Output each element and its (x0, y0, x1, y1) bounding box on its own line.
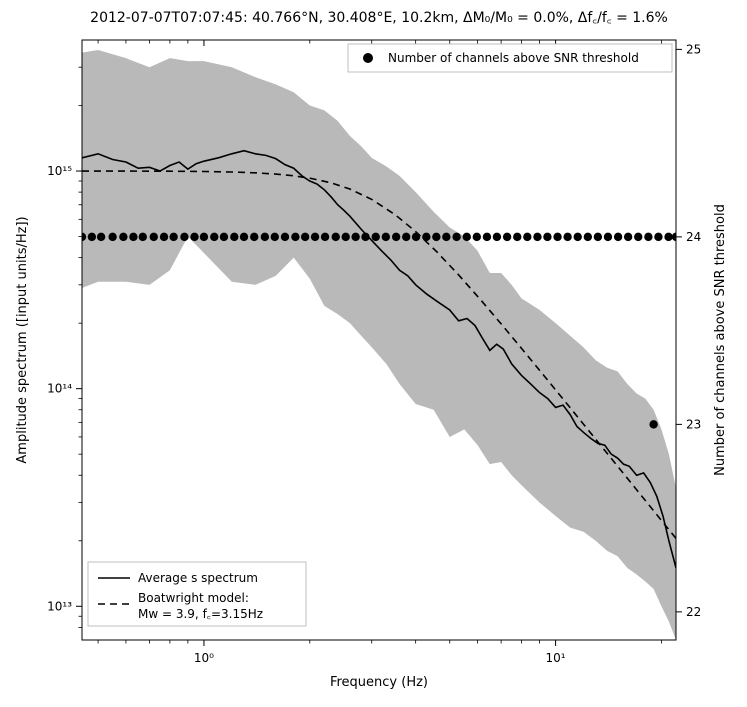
svg-text:10¹: 10¹ (546, 651, 566, 665)
svg-text:24: 24 (686, 230, 701, 244)
svg-text:10¹⁴: 10¹⁴ (47, 382, 72, 396)
svg-text:Boatwright model:: Boatwright model: (138, 591, 249, 605)
legend-top-label: Number of channels above SNR threshold (388, 51, 639, 65)
svg-text:10⁰: 10⁰ (194, 651, 214, 665)
confidence-band (82, 50, 676, 640)
svg-text:Average s spectrum: Average s spectrum (138, 571, 258, 585)
svg-text:10¹⁵: 10¹⁵ (47, 164, 72, 178)
x-axis-label: Frequency (Hz) (330, 675, 428, 690)
svg-text:25: 25 (686, 42, 701, 56)
svg-text:Mᴡ = 3.9, f꜀=3.15Hz: Mᴡ = 3.9, f꜀=3.15Hz (138, 607, 263, 621)
y-axis-label: Amplitude spectrum ([input units/Hz]) (15, 216, 30, 463)
y2-axis-label: Number of channels above SNR threshold (713, 204, 728, 476)
svg-text:10¹³: 10¹³ (47, 599, 72, 613)
svg-text:22: 22 (686, 605, 701, 619)
svg-text:2012-07-07T07:07:45: 40.766°N,: 2012-07-07T07:07:45: 40.766°N, 30.408°E,… (90, 10, 668, 26)
svg-text:23: 23 (686, 417, 701, 431)
